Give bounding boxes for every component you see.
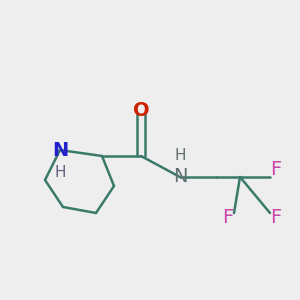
Text: F: F xyxy=(270,160,282,179)
Text: N: N xyxy=(52,140,68,160)
Text: H: H xyxy=(174,148,186,163)
Text: N: N xyxy=(173,167,187,187)
Text: F: F xyxy=(270,208,282,227)
Text: H: H xyxy=(54,165,66,180)
Text: F: F xyxy=(222,208,234,227)
Text: O: O xyxy=(133,101,149,121)
